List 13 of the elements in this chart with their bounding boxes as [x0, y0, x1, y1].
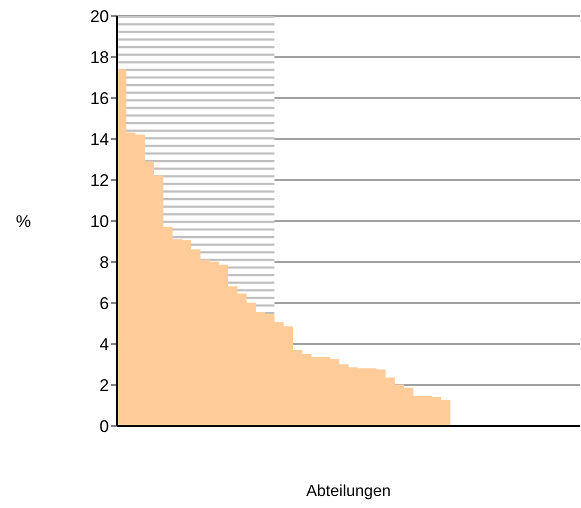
y-axis-title: %: [16, 212, 31, 232]
x-axis-title: Abteilungen: [306, 483, 391, 500]
y-tick-label: 12: [90, 171, 109, 190]
y-tick-label: 0: [100, 417, 109, 436]
y-tick-label: 10: [90, 212, 109, 232]
y-tick-label: 18: [90, 48, 109, 68]
y-tick-label: 8: [100, 253, 109, 272]
y-tick-label: 16: [90, 89, 109, 108]
y-tick-label: 6: [100, 294, 109, 314]
y-tick-label: 2: [100, 376, 109, 396]
y-tick-label: 4: [100, 335, 109, 354]
y-tick-label: 20: [90, 7, 109, 26]
y-tick-label: 14: [90, 130, 109, 150]
